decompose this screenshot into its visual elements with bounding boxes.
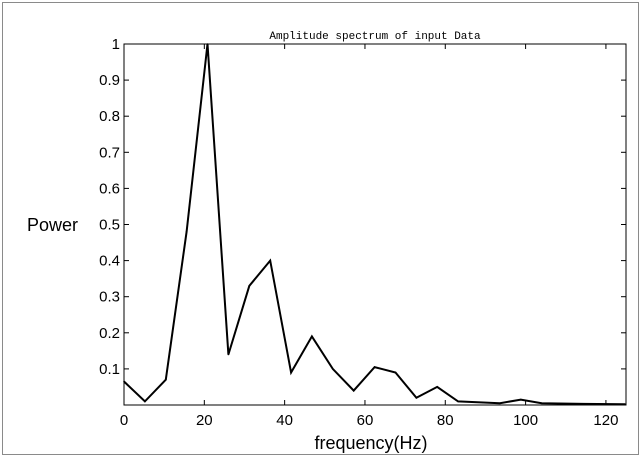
- data-point: [540, 402, 543, 405]
- series-layer: [123, 43, 626, 406]
- x-tick-label: 80: [437, 412, 454, 429]
- data-point: [499, 402, 501, 405]
- data-point: [248, 285, 251, 287]
- data-point: [227, 353, 230, 356]
- data-point: [206, 43, 209, 45]
- x-axis-label: frequency(Hz): [314, 433, 427, 453]
- y-tick-label: 0.9: [99, 72, 120, 89]
- data-point: [373, 366, 376, 368]
- y-tick-label: 1: [112, 36, 120, 53]
- y-tick-label: 0.6: [99, 180, 120, 197]
- y-tick-label: 0.7: [99, 144, 120, 161]
- x-tick-label: 40: [276, 412, 293, 429]
- data-point: [311, 335, 313, 338]
- data-point: [332, 368, 334, 370]
- data-point: [436, 386, 439, 388]
- x-tick-label: 60: [357, 412, 374, 429]
- y-tick-label: 0.1: [99, 361, 120, 378]
- data-point: [290, 371, 292, 374]
- x-tick-label: 0: [120, 412, 128, 429]
- plot-area: [123, 43, 627, 406]
- data-point: [520, 398, 522, 401]
- data-point: [624, 403, 626, 406]
- data-point: [582, 403, 585, 405]
- x-tick-label: 20: [196, 412, 213, 429]
- y-tick-label: 0.5: [99, 217, 120, 234]
- data-point: [415, 397, 418, 399]
- chart-title: Amplitude spectrum of input Data: [269, 31, 481, 43]
- y-tick-label: 0.4: [99, 253, 120, 270]
- y-axis: 0.1 0.2 0.3 0.4 0.5 0.6 0.7 0.8 0.9 1: [99, 36, 626, 378]
- spectrum-line: [123, 43, 626, 406]
- data-point: [457, 400, 459, 403]
- data-point: [352, 389, 355, 392]
- y-tick-label: 0.2: [99, 325, 120, 342]
- data-point: [123, 380, 125, 383]
- data-point: [165, 378, 167, 381]
- y-tick-label: 0.8: [99, 108, 120, 125]
- data-point: [394, 371, 397, 374]
- x-axis: 0 20 40 60 80 100 120: [120, 44, 618, 429]
- x-tick-label: 100: [513, 412, 538, 429]
- x-tick-label: 120: [593, 412, 618, 429]
- data-point: [144, 400, 146, 403]
- data-point: [185, 230, 188, 233]
- data-point: [269, 259, 272, 262]
- y-tick-label: 0.3: [99, 289, 120, 306]
- y-axis-label: Power: [27, 215, 78, 235]
